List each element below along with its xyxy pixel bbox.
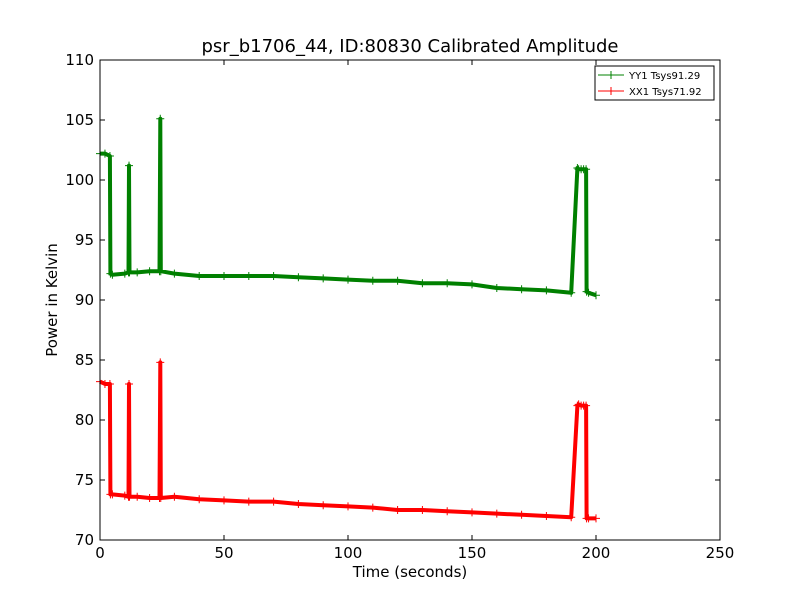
data-point xyxy=(368,276,377,285)
y-tick-label: 110 xyxy=(65,51,94,69)
data-point xyxy=(592,291,600,300)
data-point xyxy=(443,279,452,288)
data-point xyxy=(105,380,114,388)
data-point xyxy=(584,288,593,297)
data-point xyxy=(145,267,154,276)
x-tick-label: 50 xyxy=(214,544,233,562)
x-tick-label: 0 xyxy=(95,544,105,562)
data-point xyxy=(156,114,165,123)
series-1 xyxy=(96,358,600,523)
series-0 xyxy=(96,114,600,300)
data-point xyxy=(108,490,117,499)
x-tick-label: 200 xyxy=(582,544,611,562)
data-point xyxy=(517,510,526,519)
data-point xyxy=(393,276,402,285)
data-point xyxy=(517,285,526,294)
legend-label: XX1 Tsys71.92 xyxy=(629,87,702,98)
data-point xyxy=(418,279,427,288)
data-point xyxy=(368,503,377,512)
legend-marker xyxy=(607,71,615,79)
data-point xyxy=(567,288,576,297)
y-tick-label: 75 xyxy=(75,471,94,489)
data-point xyxy=(443,507,452,516)
y-tick-label: 95 xyxy=(75,231,94,249)
y-tick-label: 80 xyxy=(75,411,94,429)
data-point xyxy=(156,358,165,367)
data-point xyxy=(344,275,352,284)
plot-area xyxy=(96,114,600,523)
data-point xyxy=(125,268,134,277)
data-point xyxy=(567,513,576,522)
data-point xyxy=(156,267,165,276)
data-point xyxy=(269,497,278,506)
y-tick-label: 85 xyxy=(75,351,94,369)
data-point xyxy=(492,509,501,518)
data-point xyxy=(145,494,154,502)
x-tick-label: 100 xyxy=(334,544,363,562)
data-point xyxy=(170,492,179,501)
data-point xyxy=(100,149,109,158)
x-tick-label: 150 xyxy=(458,544,487,562)
data-point xyxy=(170,269,179,278)
data-point xyxy=(106,269,115,278)
data-point xyxy=(269,272,278,280)
y-tick-label: 100 xyxy=(65,171,94,189)
y-tick-label: 90 xyxy=(75,291,94,309)
data-point xyxy=(133,492,142,501)
data-point xyxy=(120,269,129,278)
data-point xyxy=(244,272,253,280)
data-point xyxy=(220,272,228,280)
legend-box xyxy=(594,65,715,101)
data-point xyxy=(319,501,328,510)
y-axis-label: Power in Kelvin xyxy=(43,243,61,357)
data-point xyxy=(294,500,303,508)
data-point xyxy=(468,508,476,517)
data-point xyxy=(125,380,134,388)
data-point xyxy=(125,492,134,501)
legend-label: YY1 Tsys91.29 xyxy=(628,71,700,82)
data-point xyxy=(220,496,228,505)
data-point xyxy=(584,514,593,523)
data-point xyxy=(294,273,303,282)
data-point xyxy=(195,272,204,280)
y-axis: 70 75 80 85 90 95 100 105 110 xyxy=(65,51,720,549)
data-point xyxy=(542,512,551,520)
y-tick-label: 105 xyxy=(65,111,94,129)
data-point xyxy=(244,497,253,506)
data-point xyxy=(319,274,328,283)
data-point xyxy=(582,287,591,296)
data-point xyxy=(108,270,117,279)
data-point xyxy=(542,286,551,295)
data-point xyxy=(105,152,114,160)
data-point xyxy=(418,506,427,514)
data-point xyxy=(120,491,129,500)
data-point xyxy=(468,280,476,289)
data-point xyxy=(156,494,165,502)
data-point xyxy=(582,401,591,410)
y-tick-label: 70 xyxy=(75,531,94,549)
data-point xyxy=(133,268,142,277)
data-point xyxy=(393,506,402,514)
x-axis-label: Time (seconds) xyxy=(352,563,468,581)
data-point xyxy=(344,502,352,511)
legend: YY1 Tsys91.29 XX1 Tsys71.92 xyxy=(594,65,715,101)
legend-marker xyxy=(607,87,615,95)
x-tick-label: 250 xyxy=(706,544,735,562)
data-point xyxy=(582,165,591,174)
data-point xyxy=(195,495,204,504)
data-point xyxy=(492,284,501,292)
chart-title: psr_b1706_44, ID:80830 Calibrated Amplit… xyxy=(202,36,619,57)
data-point xyxy=(125,161,134,170)
data-point xyxy=(573,164,582,172)
x-axis: 0 50 100 150 200 250 xyxy=(95,60,734,562)
data-point xyxy=(592,514,600,523)
